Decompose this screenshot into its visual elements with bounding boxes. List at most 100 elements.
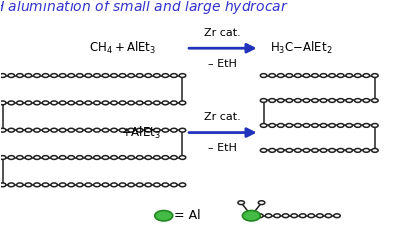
Circle shape — [51, 74, 57, 77]
Circle shape — [355, 99, 361, 102]
Circle shape — [111, 183, 117, 187]
Circle shape — [8, 156, 15, 159]
Circle shape — [34, 156, 40, 159]
Circle shape — [355, 74, 361, 77]
Circle shape — [312, 148, 318, 152]
Circle shape — [363, 74, 370, 77]
Circle shape — [8, 183, 15, 187]
Circle shape — [291, 214, 297, 218]
Circle shape — [171, 156, 177, 159]
Circle shape — [320, 124, 327, 127]
Circle shape — [171, 101, 177, 105]
Circle shape — [363, 148, 370, 152]
Circle shape — [42, 74, 49, 77]
Circle shape — [372, 124, 378, 127]
Text: Zr cat.: Zr cat. — [204, 112, 241, 122]
Circle shape — [59, 101, 66, 105]
Text: $\mathrm{H_3C{-}AlEt_2}$: $\mathrm{H_3C{-}AlEt_2}$ — [270, 40, 332, 56]
Circle shape — [59, 128, 66, 132]
Circle shape — [85, 128, 92, 132]
Circle shape — [128, 156, 135, 159]
Circle shape — [102, 156, 109, 159]
Circle shape — [265, 214, 272, 218]
Circle shape — [286, 124, 292, 127]
Circle shape — [325, 214, 332, 218]
Circle shape — [51, 101, 57, 105]
Circle shape — [76, 183, 83, 187]
Circle shape — [17, 101, 23, 105]
Circle shape — [257, 214, 263, 218]
Circle shape — [329, 124, 335, 127]
Circle shape — [85, 101, 92, 105]
Circle shape — [25, 101, 31, 105]
Circle shape — [68, 74, 74, 77]
Circle shape — [329, 148, 335, 152]
Circle shape — [0, 74, 6, 77]
Circle shape — [102, 74, 109, 77]
Circle shape — [294, 124, 301, 127]
Circle shape — [94, 156, 100, 159]
Circle shape — [238, 201, 245, 205]
Circle shape — [162, 128, 169, 132]
Circle shape — [59, 74, 66, 77]
Circle shape — [171, 183, 177, 187]
Circle shape — [261, 148, 267, 152]
Circle shape — [312, 99, 318, 102]
Circle shape — [94, 183, 100, 187]
Circle shape — [303, 124, 310, 127]
Circle shape — [162, 156, 169, 159]
Circle shape — [303, 148, 310, 152]
Text: $\it{H}$ $\it{alumination}$ $\it{of}$ $\it{small}$ $\it{and}$ $\it{large}$ $\it{: $\it{H}$ $\it{alumination}$ $\it{of}$ $\… — [0, 0, 288, 16]
Circle shape — [153, 156, 160, 159]
Circle shape — [0, 128, 6, 132]
Circle shape — [17, 128, 23, 132]
Circle shape — [179, 74, 186, 77]
Circle shape — [286, 148, 292, 152]
Circle shape — [42, 101, 49, 105]
Circle shape — [171, 74, 177, 77]
Circle shape — [59, 183, 66, 187]
Circle shape — [145, 101, 151, 105]
Circle shape — [119, 101, 126, 105]
Circle shape — [303, 74, 310, 77]
Circle shape — [294, 99, 301, 102]
Circle shape — [277, 124, 284, 127]
Circle shape — [76, 101, 83, 105]
Circle shape — [137, 183, 143, 187]
Circle shape — [153, 183, 160, 187]
Circle shape — [261, 99, 267, 102]
Circle shape — [269, 148, 275, 152]
Circle shape — [329, 99, 335, 102]
Circle shape — [119, 128, 126, 132]
Circle shape — [25, 156, 31, 159]
Circle shape — [258, 201, 265, 205]
Circle shape — [145, 183, 151, 187]
Circle shape — [294, 148, 301, 152]
Circle shape — [34, 101, 40, 105]
Circle shape — [171, 128, 177, 132]
Circle shape — [329, 74, 335, 77]
Circle shape — [269, 74, 275, 77]
Circle shape — [128, 101, 135, 105]
Circle shape — [51, 156, 57, 159]
Circle shape — [102, 128, 109, 132]
Circle shape — [320, 148, 327, 152]
Circle shape — [119, 74, 126, 77]
Circle shape — [162, 101, 169, 105]
Circle shape — [94, 101, 100, 105]
Circle shape — [294, 74, 301, 77]
Circle shape — [34, 183, 40, 187]
Circle shape — [111, 74, 117, 77]
Text: $\mathrm{+ AlEt_3}$: $\mathrm{+ AlEt_3}$ — [121, 125, 161, 141]
Circle shape — [0, 183, 6, 187]
Circle shape — [355, 148, 361, 152]
Circle shape — [286, 99, 292, 102]
Circle shape — [299, 214, 306, 218]
Circle shape — [8, 101, 15, 105]
Circle shape — [128, 74, 135, 77]
Circle shape — [153, 128, 160, 132]
Circle shape — [179, 128, 186, 132]
Circle shape — [162, 74, 169, 77]
Circle shape — [119, 156, 126, 159]
Circle shape — [17, 156, 23, 159]
